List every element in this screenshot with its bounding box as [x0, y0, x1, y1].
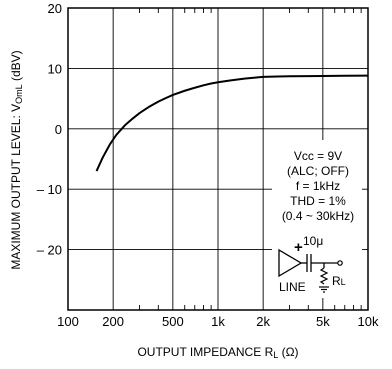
y-tick-label: – 20 — [37, 243, 62, 258]
line-label: LINE — [279, 280, 306, 294]
y-axis-label-sub: OmL — [14, 84, 24, 104]
x-axis-label: OUTPUT IMPEDANCE RL (Ω) — [137, 345, 298, 360]
x-tick-label: 5k — [316, 314, 330, 329]
y-tick-labels: 20 10 0 – 10 – 20 — [37, 1, 62, 258]
rl-label: RL — [332, 274, 346, 288]
annotation-alc: (ALC; OFF) — [287, 164, 349, 178]
x-tick-label: 2k — [256, 314, 270, 329]
y-tick-label: 20 — [48, 1, 62, 16]
y-tick-label: – 10 — [37, 182, 62, 197]
y-tick-label: 10 — [48, 61, 62, 76]
x-axis-label-sub: L — [273, 350, 278, 360]
resistor — [319, 267, 329, 285]
x-tick-labels: 100 200 500 1k 2k 5k 10k — [57, 314, 379, 329]
x-tick-label: 200 — [102, 314, 124, 329]
y-tick-label: 0 — [55, 122, 62, 137]
x-tick-label: 1k — [211, 314, 225, 329]
annotation-band: (0.4 ~ 30kHz) — [282, 209, 354, 223]
series-line — [95, 74, 369, 172]
x-tick-label: 500 — [162, 314, 184, 329]
annotation-thd: THD = 1% — [290, 194, 346, 208]
amplifier-triangle — [278, 248, 303, 278]
x-tick-label: 100 — [57, 314, 79, 329]
minor-ticks — [139, 8, 362, 310]
annotation-vcc: Vcc = 9V — [294, 149, 342, 163]
cap-value: 10μ — [303, 234, 323, 248]
annotation-freq: f = 1kHz — [296, 179, 340, 193]
x-tick-label: 10k — [358, 314, 379, 329]
cap-plus-sign: + — [294, 239, 303, 256]
circuit-schematic: + 10μ LINE RL — [278, 234, 346, 294]
x-axis-label-main: OUTPUT IMPEDANCE R — [137, 345, 273, 359]
y-axis-label-unit: (dBV) — [9, 50, 23, 84]
y-axis-label: MAXIMUM OUTPUT LEVEL: VOmL (dBV) — [9, 50, 24, 269]
rl-label-sub: L — [341, 277, 346, 287]
x-axis-label-unit: (Ω) — [278, 345, 298, 359]
output-terminal — [337, 260, 343, 266]
rl-label-r: R — [332, 274, 341, 288]
y-axis-label-main: MAXIMUM OUTPUT LEVEL: V — [9, 104, 23, 270]
